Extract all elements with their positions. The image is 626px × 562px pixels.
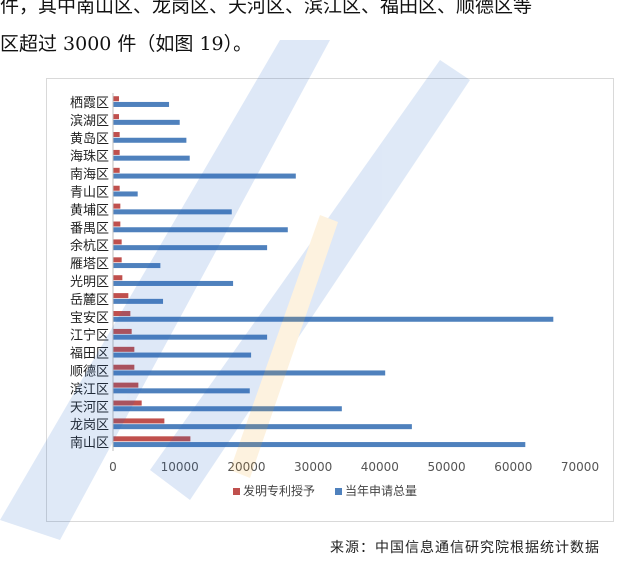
y-tick-label: 余杭区 <box>70 238 109 254</box>
bar-invent-6 <box>113 203 121 209</box>
bar-apply-19 <box>113 442 526 448</box>
source-caption: 来源：中国信息通信研究院根据统计数据 <box>330 540 600 556</box>
x-tick-label: 50000 <box>427 460 465 474</box>
bar-apply-5 <box>113 191 138 197</box>
bar-apply-17 <box>113 406 342 412</box>
bar-apply-14 <box>113 352 252 358</box>
y-tick-label: 青山区 <box>70 185 109 200</box>
bar-invent-15 <box>113 364 135 370</box>
y-tick-labels: 栖霞区滨湖区黄岛区海珠区南海区青山区黄埔区番禺区余杭区雁塔区光明区岳麓区宝安区江… <box>70 96 109 451</box>
legend: 发明专利授予 当年申请总量 <box>233 483 417 498</box>
x-tick-label: 30000 <box>294 460 332 474</box>
bar-invent-2 <box>113 132 120 138</box>
legend-label-apply: 当年申请总量 <box>345 484 417 498</box>
y-tick-label: 宝安区 <box>70 311 109 326</box>
y-tick-label: 番禺区 <box>70 221 109 236</box>
bar-apply-9 <box>113 263 161 269</box>
bar-invent-3 <box>113 149 120 155</box>
bar-chart: 栖霞区滨湖区黄岛区海珠区南海区青山区黄埔区番禺区余杭区雁塔区光明区岳麓区宝安区江… <box>70 93 599 498</box>
bar-apply-6 <box>113 209 232 215</box>
bar-invent-8 <box>113 239 122 245</box>
y-tick-label: 滨江区 <box>70 381 109 397</box>
bar-invent-10 <box>113 275 123 281</box>
x-tick-label: 20000 <box>227 460 265 474</box>
y-tick-label: 顺德区 <box>70 364 109 379</box>
legend-swatch-apply <box>335 488 342 495</box>
bar-invent-9 <box>113 257 122 263</box>
bar-apply-10 <box>113 280 234 286</box>
bar-invent-11 <box>113 293 129 299</box>
chart-frame: 栖霞区滨湖区黄岛区海珠区南海区青山区黄埔区番禺区余杭区雁塔区光明区岳麓区宝安区江… <box>46 78 614 522</box>
x-tick-label: 10000 <box>161 460 199 474</box>
legend-label-invent: 发明专利授予 <box>243 483 315 498</box>
bar-apply-7 <box>113 227 288 233</box>
paragraph-line-2: 区超过 3000 件（如图 19）。 <box>0 33 253 55</box>
y-tick-label: 江宁区 <box>70 328 109 344</box>
legend-swatch-invent <box>233 488 240 495</box>
bar-invent-7 <box>113 221 121 227</box>
x-tick-label: 0 <box>109 460 117 474</box>
y-tick-label: 雁塔区 <box>70 257 109 272</box>
bar-apply-2 <box>113 137 187 143</box>
y-tick-label: 南海区 <box>70 167 109 183</box>
bar-invent-0 <box>113 96 120 102</box>
bar-apply-3 <box>113 155 190 161</box>
y-tick-label: 岳麓区 <box>70 293 109 308</box>
bar-invent-5 <box>113 185 120 191</box>
paragraph-line-1: 件，其中南山区、龙岗区、天河区、滨江区、福田区、顺德区等 <box>0 0 533 17</box>
bars-group <box>112 93 554 451</box>
bar-apply-16 <box>113 388 250 394</box>
bar-apply-18 <box>113 424 412 430</box>
x-tick-labels: 0 10000 20000 30000 40000 50000 60000 70000 <box>109 460 599 474</box>
bar-apply-0 <box>113 101 170 107</box>
y-tick-label: 海珠区 <box>70 150 109 165</box>
bar-apply-13 <box>113 334 268 340</box>
bar-apply-4 <box>113 173 296 179</box>
bar-invent-18 <box>113 418 165 424</box>
y-tick-label: 黄岛区 <box>70 131 109 147</box>
x-tick-label: 40000 <box>361 460 399 474</box>
bar-apply-12 <box>113 316 554 322</box>
bar-invent-17 <box>113 400 142 406</box>
y-tick-label: 南山区 <box>70 435 109 451</box>
y-tick-label: 滨湖区 <box>70 113 109 129</box>
bar-invent-4 <box>113 167 120 173</box>
x-tick-label: 70000 <box>561 460 599 474</box>
bar-invent-1 <box>113 114 120 120</box>
bar-apply-15 <box>113 370 386 376</box>
bar-apply-8 <box>113 245 268 251</box>
y-tick-label: 龙岗区 <box>70 418 109 433</box>
y-tick-label: 栖霞区 <box>70 96 109 111</box>
bar-apply-11 <box>113 298 164 304</box>
y-tick-label: 福田区 <box>70 347 109 362</box>
bar-invent-14 <box>113 346 135 352</box>
x-tick-label: 60000 <box>494 460 532 474</box>
bar-invent-13 <box>113 328 132 334</box>
y-tick-label: 黄埔区 <box>70 203 109 218</box>
bar-invent-12 <box>113 311 131 317</box>
bar-invent-16 <box>113 382 139 388</box>
y-tick-label: 天河区 <box>70 400 109 415</box>
y-tick-label: 光明区 <box>70 275 109 290</box>
bar-apply-1 <box>113 119 180 125</box>
bar-invent-19 <box>113 436 191 442</box>
